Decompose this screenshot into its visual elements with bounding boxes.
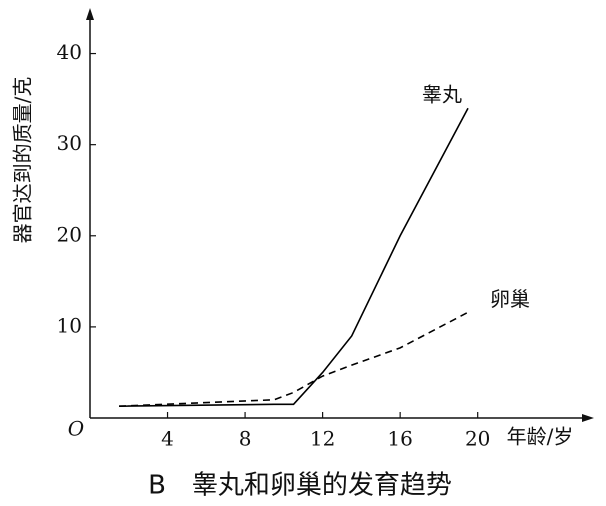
- series-line: [119, 107, 469, 407]
- series-line: [119, 311, 469, 407]
- x-axis-arrow: [582, 414, 594, 422]
- y-axis-label: 器官达到的质量/克: [11, 77, 35, 244]
- x-tick-label: 4: [161, 427, 174, 451]
- chart-title: B 睾丸和卵巢的发育趋势: [148, 471, 452, 501]
- y-tick-label: 30: [57, 131, 82, 155]
- origin-label: O: [68, 417, 84, 441]
- x-tick-label: 12: [310, 427, 335, 451]
- y-axis-arrow: [86, 8, 94, 20]
- y-tick-label: 10: [57, 313, 82, 337]
- x-tick-label: 8: [239, 427, 252, 451]
- x-tick-label: 20: [465, 427, 490, 451]
- y-tick-label: 40: [57, 40, 82, 64]
- x-axis-label: 年龄/岁: [507, 425, 574, 449]
- y-tick-label: 20: [57, 222, 82, 246]
- x-tick-label: 16: [387, 427, 412, 451]
- series-label: 卵巢: [490, 287, 530, 311]
- series-label: 睾丸: [422, 83, 462, 107]
